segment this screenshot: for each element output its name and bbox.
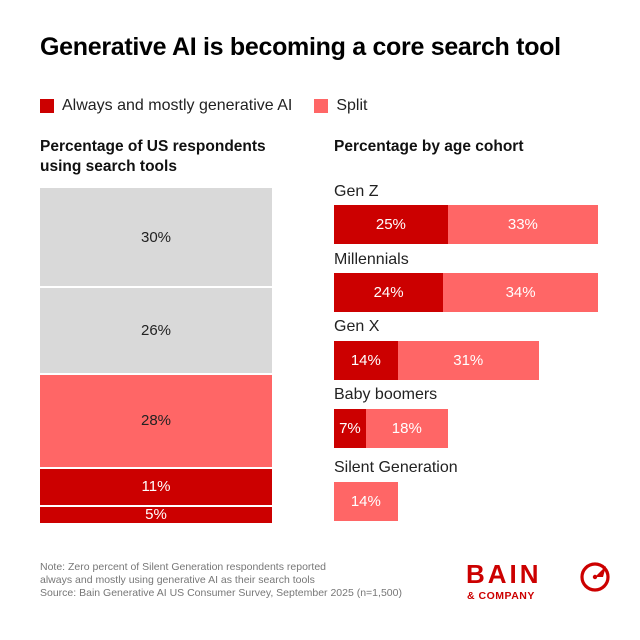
cohort-label: Silent Generation: [334, 459, 458, 476]
left-chart-subtitle: Percentage of US respondents using searc…: [40, 138, 266, 175]
stack-segment: 11%: [40, 468, 272, 505]
stack-segment: 28%: [40, 375, 272, 467]
logo-wordmark: BAIN: [466, 559, 542, 589]
legend-swatch-light-red: [314, 99, 329, 113]
bar-always-generative-ai: 25%: [334, 205, 448, 244]
chart-title: Generative AI is becoming a core search …: [40, 33, 561, 61]
logo-subtitle: & COMPANY: [467, 590, 535, 602]
bar-always-generative-ai: 14%: [334, 341, 398, 380]
stacked-column-chart: 30% 26% 28% 11% 5%: [40, 188, 272, 523]
bar-split: 33%: [447, 205, 598, 244]
note-line: Note: Zero percent of Silent Generation …: [40, 561, 327, 573]
legend-swatch-dark-red: [40, 99, 54, 113]
stack-segment: 5%: [40, 506, 272, 523]
bar-always-generative-ai: 7%: [334, 409, 366, 448]
bar-split: 14%: [334, 482, 398, 521]
note-line: always and mostly using generative AI as…: [40, 574, 315, 586]
bar-split: 18%: [365, 409, 448, 448]
bain-logo: BAIN & COMPANY: [466, 560, 626, 604]
footnote: Note: Zero percent of Silent Generation …: [40, 561, 460, 600]
cohort-label: Baby boomers: [334, 386, 438, 403]
right-chart-subtitle: Percentage by age cohort: [334, 138, 524, 155]
bar-always-generative-ai: 24%: [334, 273, 444, 312]
stack-segment: 26%: [40, 288, 272, 374]
legend: Always and mostly generative AI Split: [40, 96, 389, 116]
source-line: Source: Bain Generative AI US Consumer S…: [40, 587, 402, 599]
legend-label: Split: [336, 97, 368, 114]
legend-item-always-generative-ai: Always and mostly generative AI: [40, 97, 292, 115]
cohort-label: Gen X: [334, 318, 380, 335]
legend-item-split: Split: [314, 97, 367, 115]
bar-split: 31%: [397, 341, 539, 380]
cohort-label: Gen Z: [334, 183, 379, 200]
stack-segment: 30%: [40, 188, 272, 287]
compass-icon: [580, 562, 610, 592]
cohort-label: Millennials: [334, 251, 409, 268]
legend-label: Always and mostly generative AI: [62, 97, 293, 114]
bar-split: 34%: [443, 273, 598, 312]
